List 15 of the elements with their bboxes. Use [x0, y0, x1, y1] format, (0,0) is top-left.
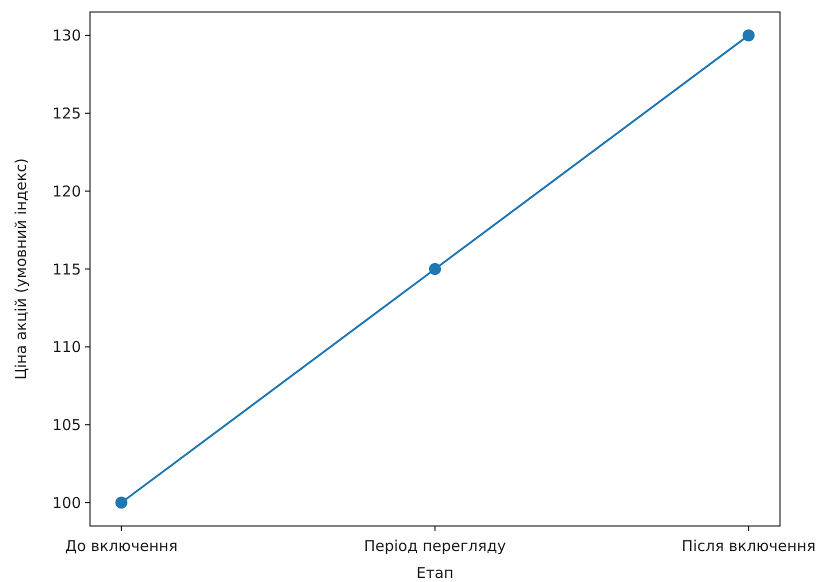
y-tick-label: 120 — [52, 182, 81, 200]
point — [115, 496, 128, 509]
x-tick-label: До включення — [65, 537, 178, 555]
x-tick-label: Період перегляду — [364, 537, 506, 555]
y-tick-label: 105 — [52, 416, 81, 434]
point — [429, 263, 441, 275]
point — [742, 29, 755, 42]
y-tick-label: 125 — [52, 104, 81, 122]
y-tick-label: 115 — [52, 260, 81, 278]
x-tick-label: Після включення — [682, 537, 816, 555]
y-tick-label: 110 — [52, 338, 81, 356]
y-axis-title: Ціна акцій (умовний індекс) — [12, 158, 30, 380]
y-tick-label: 130 — [52, 26, 81, 45]
x-axis-title: Етап — [416, 564, 454, 582]
y-tick-label: 100 — [52, 494, 81, 512]
